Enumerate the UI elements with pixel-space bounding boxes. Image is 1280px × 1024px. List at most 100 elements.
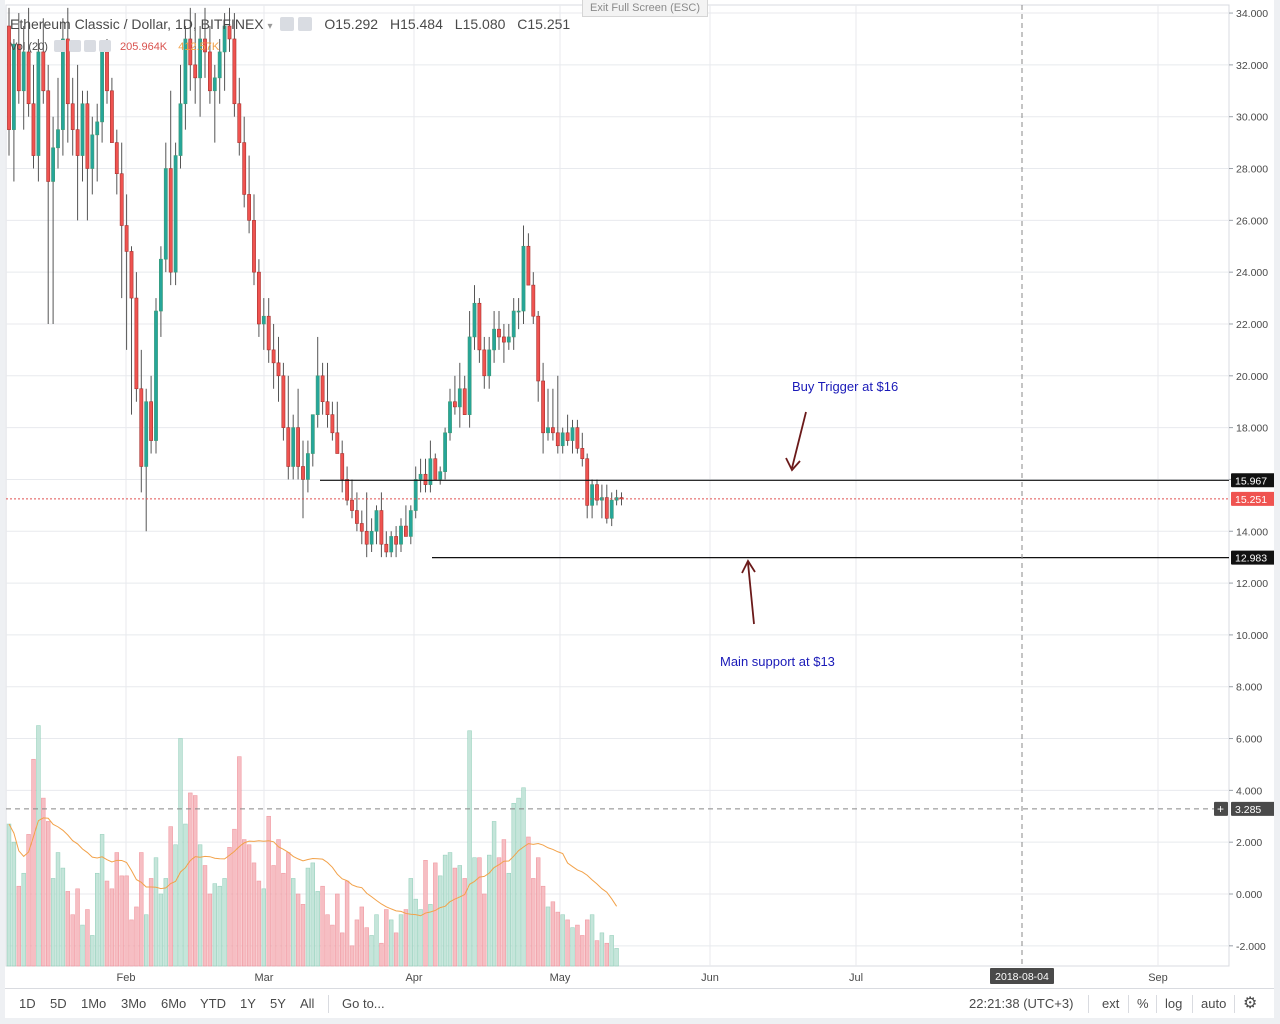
volume-bar (26, 834, 31, 967)
candle-body (408, 510, 413, 537)
volume-bar (75, 888, 80, 967)
candle-body (203, 38, 207, 53)
volume-bar (242, 839, 247, 967)
volume-bar (594, 940, 600, 967)
candle-body (374, 510, 379, 532)
legend-dropdown-icon[interactable]: ▾ (267, 21, 273, 32)
crosshair-add-button-bg[interactable] (1214, 801, 1228, 816)
x-tick-label: Feb (117, 972, 136, 984)
volume-bar (276, 839, 281, 967)
volume-bar (486, 854, 492, 967)
volume-bar (31, 758, 36, 967)
volume-bar (388, 919, 394, 967)
plus-icon[interactable]: + (1217, 802, 1224, 816)
candle-body (428, 458, 433, 485)
range-1d-button[interactable]: 1D (19, 996, 36, 1011)
volume-bar (589, 914, 595, 967)
candle-body (452, 401, 457, 408)
volume-bar (153, 857, 159, 967)
candle-body (217, 51, 222, 79)
volume-bar (477, 857, 482, 967)
range-all-button[interactable]: All (300, 996, 315, 1011)
candle-body (65, 38, 70, 105)
volume-bar (246, 844, 252, 967)
main-support-annotation[interactable]: Main support at $13 (720, 654, 835, 669)
vol-format-icon[interactable] (83, 40, 96, 52)
candle-body (345, 479, 350, 501)
buy-trigger-arrowhead (785, 457, 801, 472)
y-tick-label: 28.000 (1236, 164, 1268, 176)
candle-body (252, 220, 256, 273)
crosshair-price-label-bg (1231, 801, 1275, 816)
last-price-label-bg (1231, 491, 1275, 506)
volume-label[interactable]: Vol (20) (10, 41, 48, 53)
volume-bar (6, 823, 12, 967)
candle-body (60, 38, 65, 130)
vol-settings-icon[interactable] (53, 40, 66, 52)
y-tick-label: 20.000 (1236, 371, 1268, 383)
y-tick-label: 8.000 (1236, 682, 1262, 694)
exit-fullscreen-button[interactable]: Exit Full Screen (ESC) (582, 0, 708, 17)
candle-body (501, 336, 506, 343)
hide-mini-icon[interactable] (298, 17, 313, 31)
buy-trigger-arrow[interactable] (791, 411, 807, 469)
candle-body (443, 432, 448, 472)
volume-bar (452, 867, 458, 967)
vol-close-icon[interactable] (98, 40, 111, 52)
log-toggle[interactable]: log (1165, 996, 1183, 1011)
volume-bar (325, 914, 330, 967)
candle-body (36, 51, 41, 156)
volume-bar (511, 803, 516, 967)
volume-bar (501, 839, 507, 967)
clock-display[interactable]: 22:21:38 (UTC+3) (969, 996, 1074, 1011)
volume-bar (99, 834, 105, 967)
candle-body (413, 479, 418, 511)
candle-body (472, 302, 477, 338)
volume-bar (266, 815, 271, 967)
volume-bar (447, 852, 453, 967)
range-1mo-button[interactable]: 1Mo (81, 996, 107, 1011)
candle-body (423, 473, 428, 485)
candle-body (232, 38, 237, 105)
support-arrow[interactable] (747, 562, 755, 625)
volume-bar (41, 797, 46, 967)
candle-body (536, 315, 541, 382)
range-1y-button[interactable]: 1Y (240, 996, 256, 1011)
settings-mini-icon[interactable] (280, 17, 295, 31)
range-3mo-button[interactable]: 3Mo (121, 996, 147, 1011)
toolbar-divider (1128, 995, 1129, 1013)
candle-body (139, 388, 144, 467)
candle-body (261, 315, 266, 325)
auto-toggle[interactable]: auto (1201, 996, 1227, 1011)
volume-bar (560, 914, 565, 967)
symbol-title[interactable]: Ethereum Classic / Dollar, 1D, BITFINEX (10, 16, 264, 32)
volume-bar (124, 875, 129, 967)
volume-bar (21, 872, 26, 967)
range-6mo-button[interactable]: 6Mo (161, 996, 187, 1011)
candle-body (575, 427, 580, 449)
candle-body (438, 471, 443, 480)
candle-body (183, 38, 188, 105)
goto-button[interactable]: Go to... (342, 996, 385, 1011)
candle-body (521, 245, 526, 312)
candle-body (497, 328, 501, 338)
volume-bar (109, 888, 115, 967)
range-ytd-button[interactable]: YTD (200, 996, 226, 1011)
volume-bar (60, 867, 66, 967)
candle-body (100, 51, 105, 123)
volume-bar (197, 844, 203, 967)
vol-hide-icon[interactable] (68, 40, 81, 52)
volume-bar (428, 904, 433, 967)
candle-body (565, 432, 570, 441)
range-5d-button[interactable]: 5D (50, 996, 67, 1011)
volume-bar (188, 792, 193, 967)
candle-body (516, 310, 521, 313)
volume-bar (482, 893, 487, 967)
gear-icon[interactable]: ⚙ (1243, 995, 1258, 1012)
ext-toggle[interactable]: ext (1102, 996, 1120, 1011)
range-5y-button[interactable]: 5Y (270, 996, 286, 1011)
percent-toggle[interactable]: % (1137, 996, 1149, 1011)
buy-trigger-annotation[interactable]: Buy Trigger at $16 (792, 379, 899, 394)
candle-body (144, 401, 149, 467)
